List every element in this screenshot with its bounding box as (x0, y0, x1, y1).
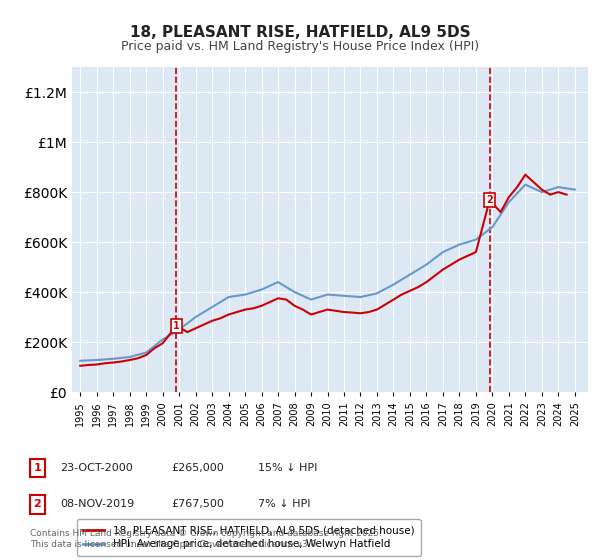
Text: Price paid vs. HM Land Registry's House Price Index (HPI): Price paid vs. HM Land Registry's House … (121, 40, 479, 53)
Legend: 18, PLEASANT RISE, HATFIELD, AL9 5DS (detached house), HPI: Average price, detac: 18, PLEASANT RISE, HATFIELD, AL9 5DS (de… (77, 519, 421, 556)
Text: 18, PLEASANT RISE, HATFIELD, AL9 5DS: 18, PLEASANT RISE, HATFIELD, AL9 5DS (130, 25, 470, 40)
Text: 7% ↓ HPI: 7% ↓ HPI (258, 499, 311, 509)
Text: 1: 1 (173, 321, 180, 331)
Text: 08-NOV-2019: 08-NOV-2019 (60, 499, 134, 509)
Text: Contains HM Land Registry data © Crown copyright and database right 2025.
This d: Contains HM Land Registry data © Crown c… (30, 529, 382, 549)
Text: £265,000: £265,000 (171, 463, 224, 473)
Text: 15% ↓ HPI: 15% ↓ HPI (258, 463, 317, 473)
Text: 1: 1 (34, 463, 41, 473)
Text: 2: 2 (486, 195, 493, 206)
Text: 2: 2 (34, 500, 41, 509)
Text: 23-OCT-2000: 23-OCT-2000 (60, 463, 133, 473)
Text: £767,500: £767,500 (171, 499, 224, 509)
